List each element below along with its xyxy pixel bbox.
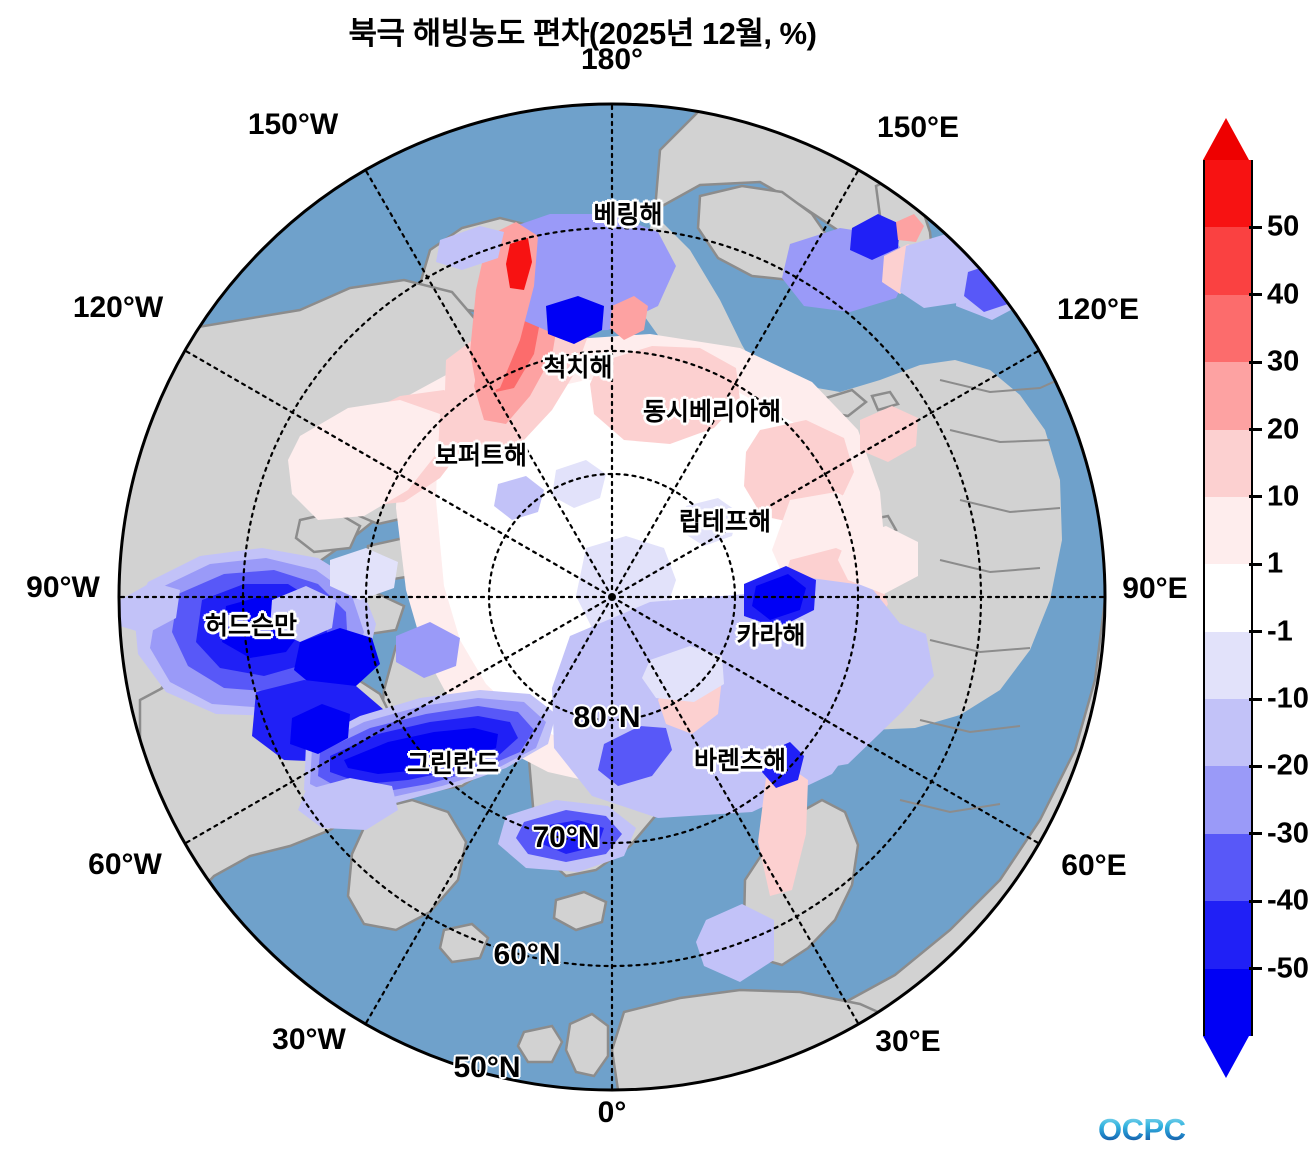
anomaly-kara-east-pale: [826, 616, 934, 714]
colorbar-segment-0: [1205, 160, 1251, 228]
colorbar-tick-label--1: -1: [1267, 615, 1293, 648]
colorbar-tick-label-40: 40: [1267, 278, 1300, 311]
colorbar-segment-2: [1205, 294, 1251, 363]
anomaly-labradorsea-pale: [298, 778, 398, 830]
colorbar-tick--20: [1249, 764, 1262, 768]
colorbar-tick-10: [1249, 495, 1262, 499]
colorbar-segment-4: [1205, 429, 1251, 497]
colorbar-tick-label--50: -50: [1267, 952, 1309, 985]
colorbar-cap-top: [1203, 118, 1249, 160]
anomaly-kamch-pink-small: [896, 214, 924, 242]
anomaly-kamchatka-blue: [850, 214, 900, 260]
colorbar-segment-7: [1205, 631, 1251, 699]
colorbar-segment-10: [1205, 833, 1251, 902]
map-svg: [117, 102, 1107, 1092]
colorbar-tick-label-10: 10: [1267, 480, 1300, 513]
colorbar-tick--40: [1249, 899, 1262, 903]
colorbar-tick-label-1: 1: [1267, 547, 1284, 580]
colorbar-tick-label--30: -30: [1267, 817, 1309, 850]
colorbar-body: [1203, 160, 1253, 1036]
anomaly-greenland-east-blue: [598, 726, 672, 786]
anomaly-whitesea-pink-pale: [758, 766, 808, 896]
anomaly-kara-north-pink: [838, 526, 918, 594]
colorbar-segment-6: [1205, 564, 1251, 632]
colorbar-segment-8: [1205, 699, 1251, 767]
colorbar-tick-label--40: -40: [1267, 884, 1309, 917]
sea-ice-anomaly-field: [120, 214, 1026, 982]
meridian-30E: [610, 595, 860, 1026]
anomaly-siberian-coast-pink: [860, 406, 918, 462]
colorbar-tick--50: [1249, 967, 1262, 971]
colorbar-tick-label-30: 30: [1267, 345, 1300, 378]
meridian-30W: [364, 595, 614, 1026]
anomaly-bering-deepblue-core: [546, 296, 604, 344]
colorbar-segment-12: [1205, 968, 1251, 1036]
colorbar-tick-label--10: -10: [1267, 682, 1309, 715]
anomaly-archipelago-pale: [330, 548, 398, 600]
map-boundary: [117, 102, 1107, 1092]
ocpc-logo: OCPC: [1098, 1112, 1186, 1147]
colorbar-tick--10: [1249, 697, 1262, 701]
anomaly-bering-red-core: [506, 238, 532, 290]
meridian-60E: [610, 595, 1041, 845]
colorbar-segment-3: [1205, 362, 1251, 430]
anomaly-whitesea-blue: [762, 742, 804, 788]
anomaly-baltic-light: [696, 904, 774, 982]
meridian-150W: [364, 168, 614, 599]
anomaly-svalbard-pale: [642, 646, 724, 702]
anomaly-archipelago-blue: [396, 622, 460, 678]
anomaly-pink-beaufort-2: [288, 400, 440, 520]
anomaly-paleblue-beaufort: [494, 476, 544, 520]
anomaly-hudson-west-pale: [120, 582, 180, 634]
colorbar-tick-50: [1249, 225, 1262, 229]
colorbar-segment-5: [1205, 496, 1251, 565]
meridian-150E: [610, 168, 860, 599]
anomaly-baffin-deep: [344, 728, 498, 774]
anomaly-foxe-deep: [294, 628, 380, 690]
meridian-120W: [183, 349, 614, 599]
anomaly-bering-pale-west: [436, 226, 504, 270]
anomaly-amundsen-pale: [270, 586, 336, 642]
anomaly-bering-pink-east: [610, 296, 648, 340]
anomaly-davis-deep: [290, 704, 350, 754]
colorbar-tick-20: [1249, 428, 1262, 432]
colorbar-tick-1: [1249, 562, 1262, 566]
page-title: 북극 해빙농도 편차(2025년 12월, %): [348, 16, 817, 51]
colorbar-segment-1: [1205, 227, 1251, 295]
colorbar-cap-bottom: [1203, 1036, 1249, 1078]
colorbar-tick-30: [1249, 360, 1262, 364]
anomaly-greenland-south-deep: [542, 820, 604, 854]
colorbar-tick-label-20: 20: [1267, 413, 1300, 446]
colorbar-tick-40: [1249, 293, 1262, 297]
colorbar-segment-11: [1205, 901, 1251, 969]
anomaly-paleblue-laptev: [682, 498, 738, 546]
anomaly-paleblue-pole3: [552, 460, 606, 508]
meridian-120E: [610, 349, 1041, 599]
graticule: [119, 104, 1105, 1090]
colorbar-tick-label-50: 50: [1267, 210, 1300, 243]
meridian-60W: [183, 595, 614, 845]
colorbar-segment-9: [1205, 766, 1251, 834]
colorbar: 50 40 30 20 10 1 -1 -10 -20 -30 -40 -50: [1203, 118, 1309, 1078]
colorbar-tick--30: [1249, 832, 1262, 836]
anomaly-pink-esib: [590, 346, 740, 444]
polar-map: 180° 150°W 120°W 90°W 60°W 30°W 0° 30°E …: [26, 43, 1188, 1129]
colorbar-tick-label--20: -20: [1267, 749, 1309, 782]
colorbar-tick--1: [1249, 630, 1262, 634]
lat-circle-70: [364, 349, 860, 845]
